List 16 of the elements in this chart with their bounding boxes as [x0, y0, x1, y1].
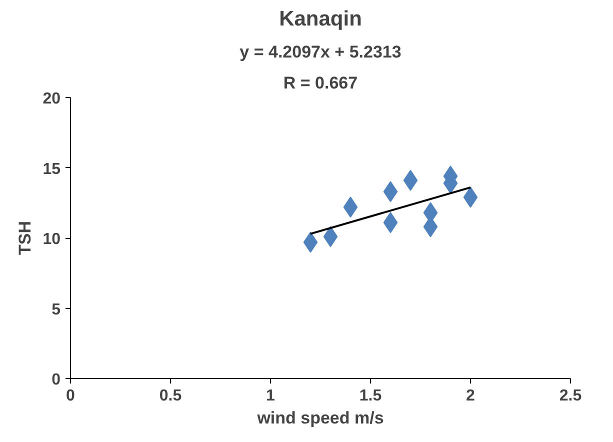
x-tick-label: 0	[66, 388, 76, 404]
x-tick-label: 0.5	[159, 388, 182, 404]
chart-title: Kanaqin	[279, 8, 362, 30]
y-tick-label: 20	[42, 90, 61, 108]
x-tick-label: 1.5	[359, 388, 382, 404]
text: R = 0.667	[283, 74, 358, 92]
y-tick-label: 15	[42, 160, 61, 178]
y-axis-title: TSH	[16, 221, 35, 255]
x-tick-label: 2.5	[559, 388, 582, 404]
y-tick-label: 0	[52, 372, 61, 388]
x-axis-title: wind speed m/s	[256, 408, 384, 428]
y-tick-label: 10	[42, 231, 61, 248]
x-tick-label: 1	[266, 388, 276, 404]
y-tick-label: 5	[52, 301, 61, 318]
x-tick-label: 2	[466, 388, 476, 404]
text: y = 4.2097x + 5.2313	[240, 42, 402, 62]
